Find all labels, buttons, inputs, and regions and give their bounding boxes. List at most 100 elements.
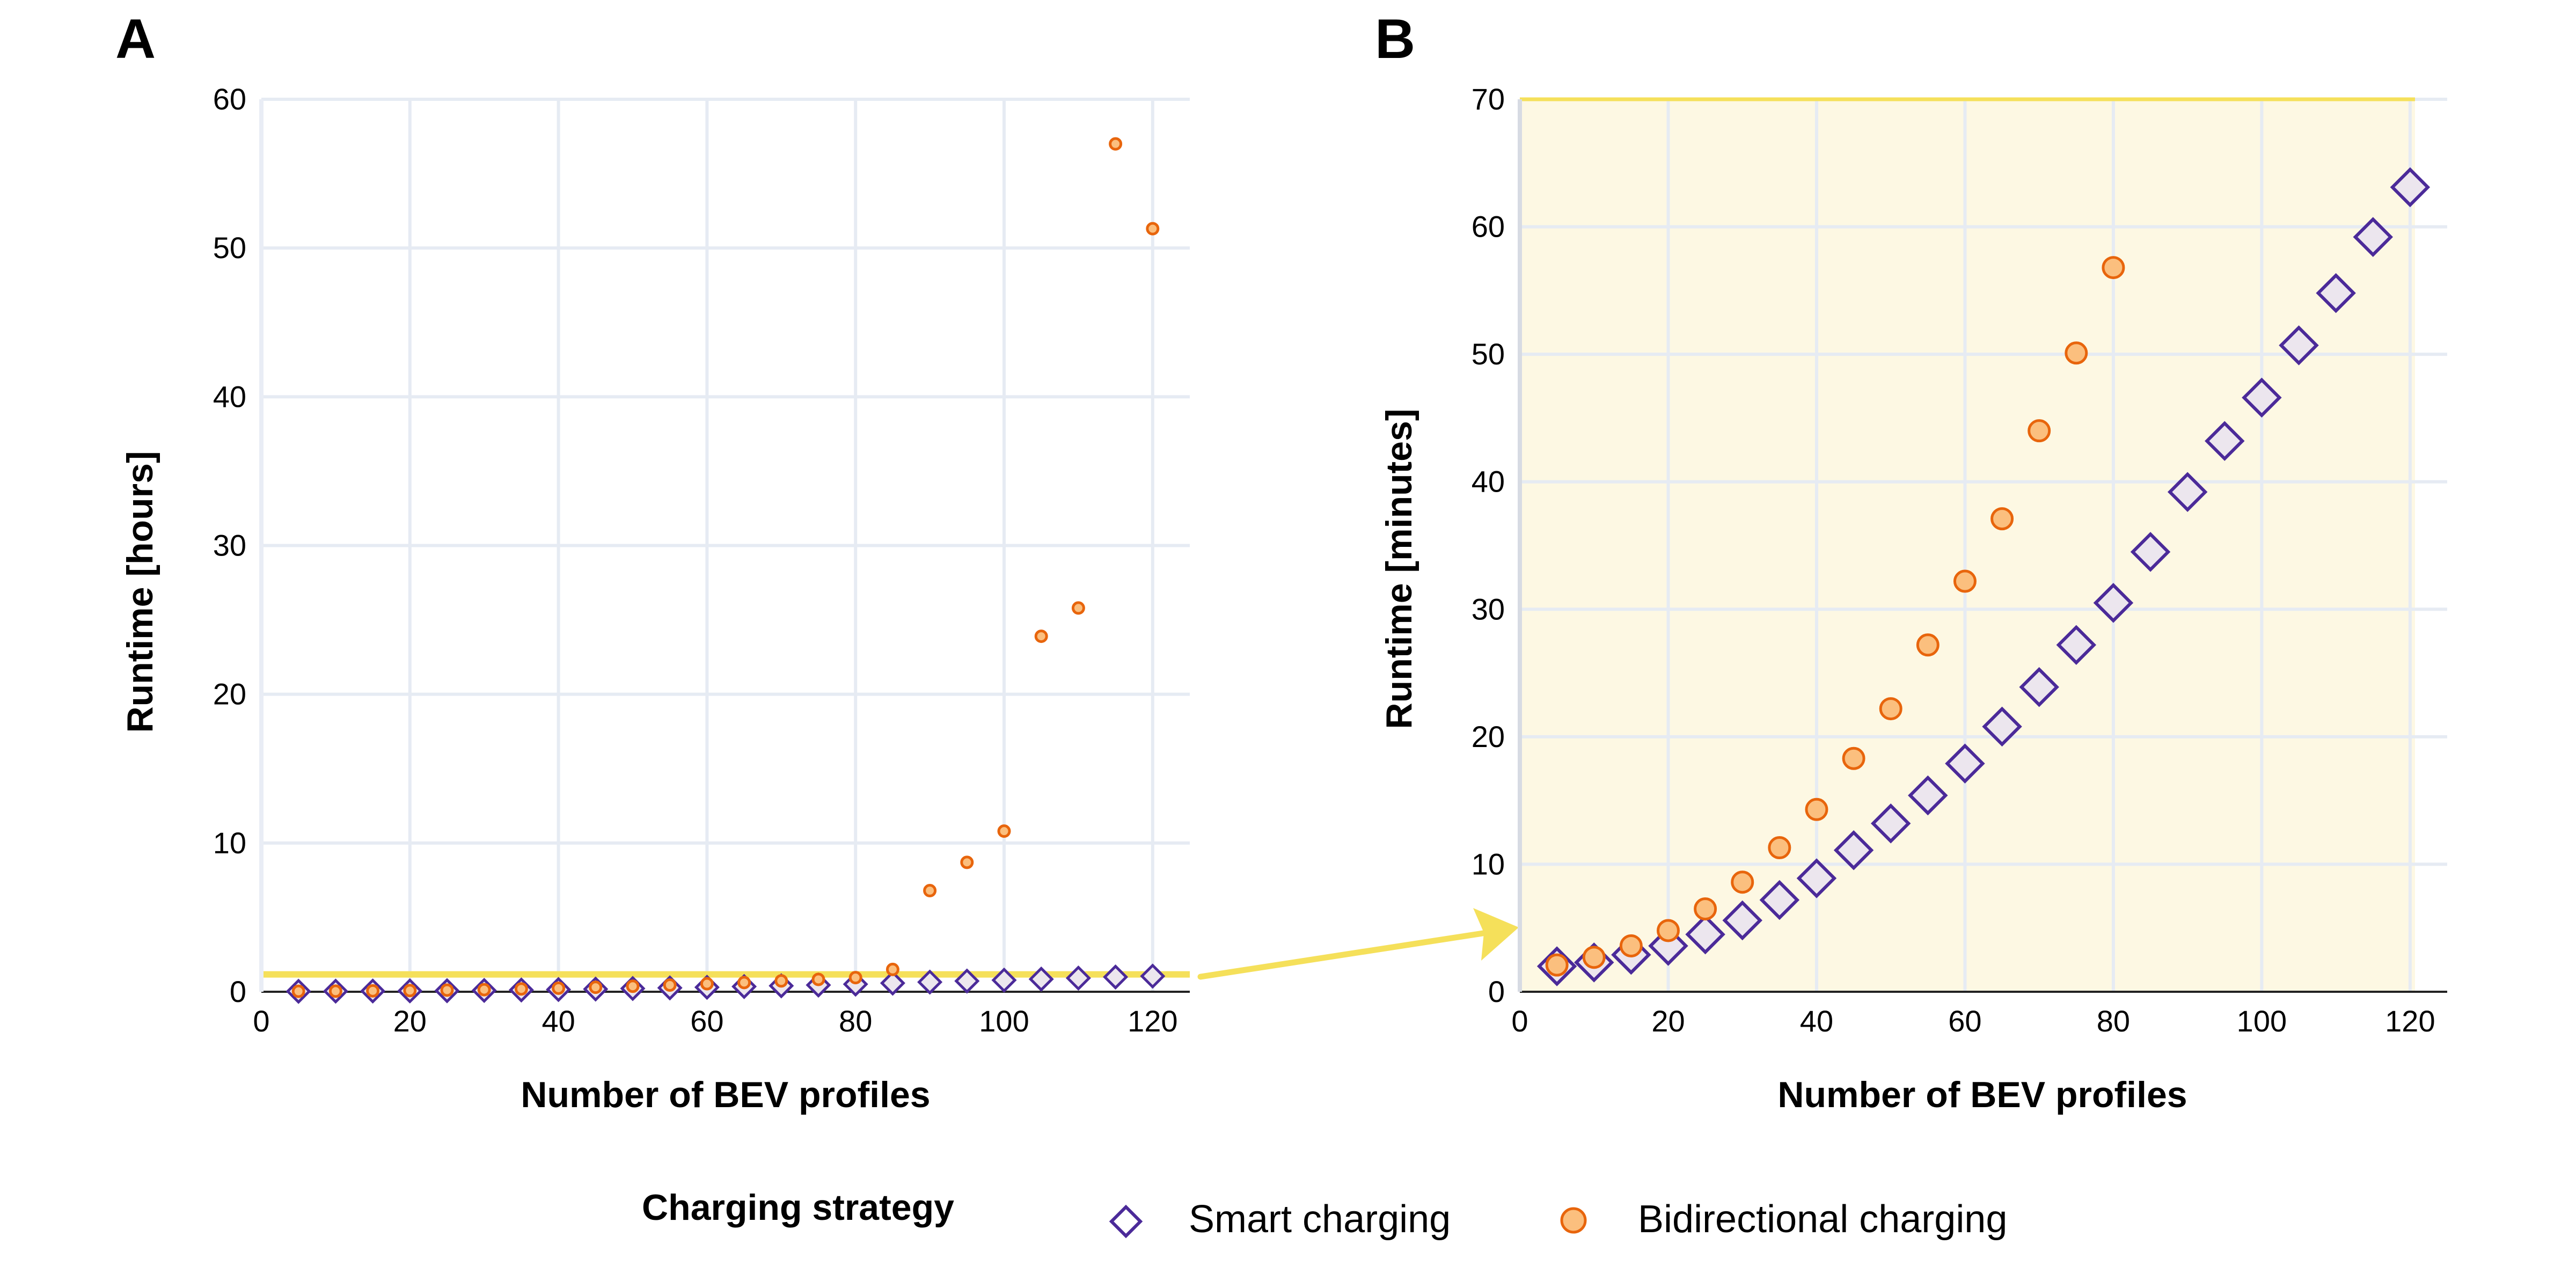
x-tick-label: 80 [2097,1004,2130,1038]
bidirectional-charging-point [1619,934,1643,957]
panel-a-grid [261,98,1190,992]
bidirectional-charging-point [2102,256,2125,280]
bidirectional-charging-point [997,824,1011,838]
bidirectional-charging-point [2065,341,2088,365]
legend-label-smart-charging: Smart charging [1189,1198,1451,1241]
smart-charging-point [1870,803,1911,844]
y-tick-label: 0 [230,975,246,1008]
bidirectional-charging-point [514,982,528,996]
x-tick-label: 120 [2385,1004,2435,1038]
panel-a-x-axis-title: Number of BEV profiles [521,1074,930,1115]
x-tick-label: 100 [2237,1004,2287,1038]
bidirectional-charging-point [1146,222,1160,236]
bidirectional-charging-point [885,962,899,976]
bidirectional-charging-point [291,984,305,998]
bidirectional-charging-point [1805,797,1828,821]
panel-b-background [1520,99,2415,992]
smart-charging-point [1685,914,1725,955]
bidirectional-charging-point [1034,630,1048,643]
panel-b-letter: B [1375,8,1415,70]
smart-charging-point [991,967,1017,993]
panel-a-tick-labels: 0 20 40 60 80 100 120 0 10 20 30 40 50 60 [213,82,1178,1038]
smart-charging-point [917,969,943,995]
y-tick-label: 10 [213,826,246,860]
y-tick-label: 70 [1472,82,1505,116]
bidirectional-charging-point [403,984,417,998]
smart-charging-point [2316,273,2356,313]
bidirectional-charging-point [737,976,751,990]
bidirectional-charging-point [923,884,937,898]
bidirectional-charging-point [1768,836,1791,860]
y-tick-label: 0 [1488,975,1505,1008]
bidirectional-charging-point [700,977,714,991]
bidirectional-charging-point [811,972,825,986]
bidirectional-charging-point [848,971,862,985]
x-tick-label: 80 [839,1004,872,1038]
bidirectional-charging-point [1879,697,1902,721]
y-tick-label: 40 [213,379,246,413]
bidirectional-charging-point [960,855,974,869]
y-tick-label: 60 [1472,210,1505,244]
x-tick-label: 120 [1128,1004,1177,1038]
smart-charging-point [1065,965,1091,991]
smart-charging-point [2205,421,2245,461]
x-tick-label: 0 [253,1004,269,1038]
bidirectional-charging-point [1731,870,1754,894]
bidirectional-charging-point [1656,919,1680,942]
y-tick-label: 50 [213,231,246,265]
smart-charging-point [2056,625,2097,665]
x-tick-label: 100 [979,1004,1029,1038]
bidirectional-charging-point [477,983,491,997]
legend: Charging strategy Smart charging Bidirec… [642,1187,2007,1241]
bidirectional-charging-point [1545,953,1569,977]
smart-charging-point [2130,532,2171,572]
legend-marker-smart-charging [1109,1204,1143,1239]
bidirectional-charging-point [1916,633,1940,657]
panel-a: A 0 20 40 60 80 100 120 0 10 20 30 40 50 60 Number of… [115,8,1190,1115]
y-tick-label: 20 [213,677,246,711]
y-tick-label: 30 [213,529,246,562]
bidirectional-charging-point [1694,897,1717,921]
zoom-arrow-line [1197,930,1490,980]
panel-a-letter: A [115,8,156,70]
panel-a-y-axis-title: Runtime [hours] [120,451,160,733]
bidirectional-charging-point [552,981,566,995]
panel-a-zoom-band [261,971,1190,978]
x-tick-label: 60 [1948,1004,1981,1038]
bidirectional-charging-point [589,980,603,994]
bidirectional-charging-point [1842,747,1865,770]
panel-b-tick-labels: 0 20 40 60 80 100 120 0 10 20 30 40 50 60 70 [1472,82,2435,1038]
y-tick-label: 60 [213,82,246,116]
smart-charging-point [2390,167,2431,208]
x-tick-label: 20 [393,1004,427,1038]
smart-charging-point [2353,217,2394,257]
bidirectional-charging-point [1071,601,1085,615]
smart-charging-point [2167,472,2208,512]
panel-b-y-axis-title: Runtime [minutes] [1379,409,1419,729]
x-tick-label: 20 [1651,1004,1685,1038]
bidirectional-charging-point [663,978,677,992]
smart-charging-point [1982,706,2022,747]
smart-charging-point [2279,325,2319,365]
y-tick-label: 40 [1472,465,1505,499]
panel-b-axes [1518,99,2447,993]
bidirectional-charging-point [2028,419,2051,443]
panel-b-x-axis-title: Number of BEV profiles [1777,1074,2187,1115]
smart-charging-point [2093,583,2134,623]
smart-charging-point [954,968,980,994]
legend-label-bidirectional-charging: Bidirectional charging [1638,1198,2007,1241]
y-tick-label: 30 [1472,592,1505,626]
smart-charging-point [1103,964,1129,990]
smart-charging-point [1722,900,1762,941]
bidirectional-charging-point [366,984,380,998]
bidirectional-charging-point [626,979,640,993]
x-tick-label: 60 [690,1004,723,1038]
smart-charging-point [1028,966,1054,992]
smart-charging-point [2019,667,2059,707]
x-tick-label: 0 [1511,1004,1528,1038]
zoom-arrow-head [1473,908,1519,961]
bidirectional-charging-point [1582,946,1606,969]
bidirectional-charging-point [328,984,342,998]
panel-b-points [1536,167,2431,986]
